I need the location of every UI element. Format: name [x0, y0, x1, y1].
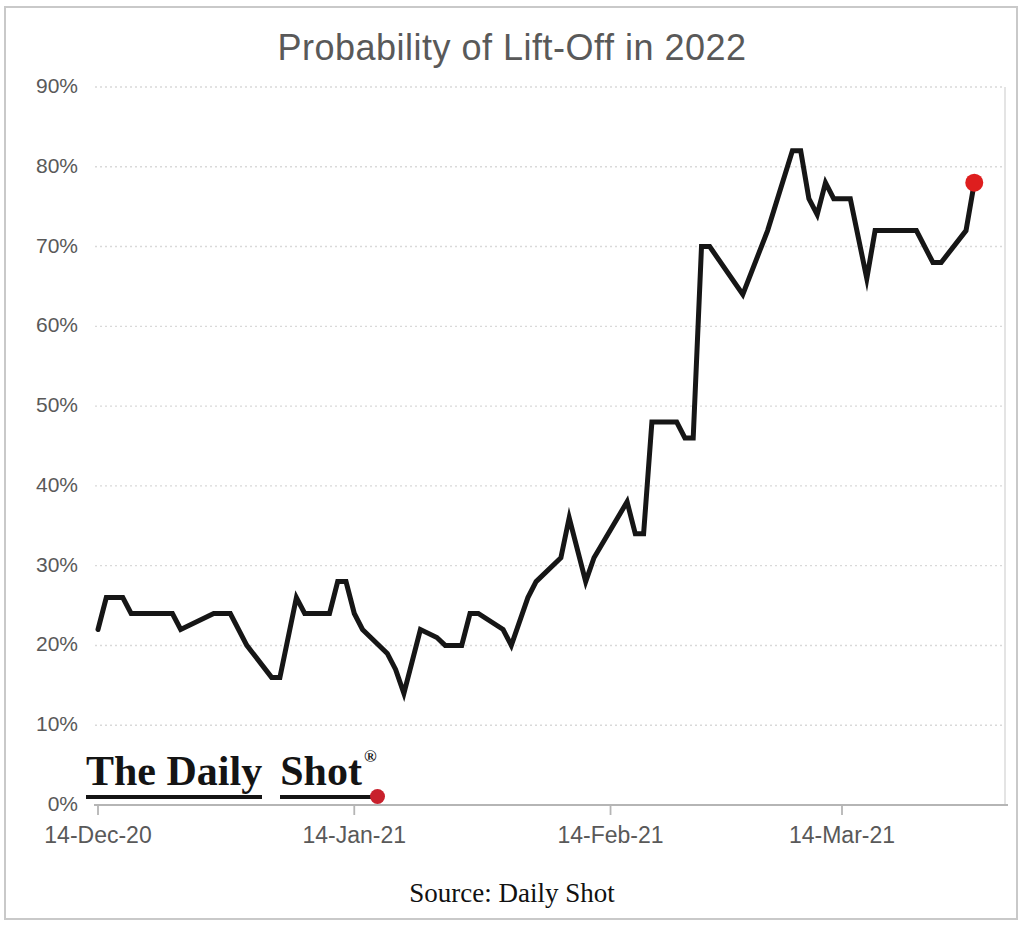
- probability-line-series: [98, 151, 974, 694]
- logo-text-shot: Shot®: [280, 733, 379, 799]
- logo-shot-word: Shot: [280, 748, 362, 794]
- endpoint-dot: [965, 174, 983, 192]
- source-caption: Source: Daily Shot: [0, 878, 1024, 909]
- logo-text-the-daily: The Daily: [86, 747, 262, 799]
- logo-red-dot-icon: [370, 789, 385, 804]
- daily-shot-logo: The Daily Shot®: [86, 733, 380, 799]
- registered-trademark-icon: ®: [364, 747, 377, 766]
